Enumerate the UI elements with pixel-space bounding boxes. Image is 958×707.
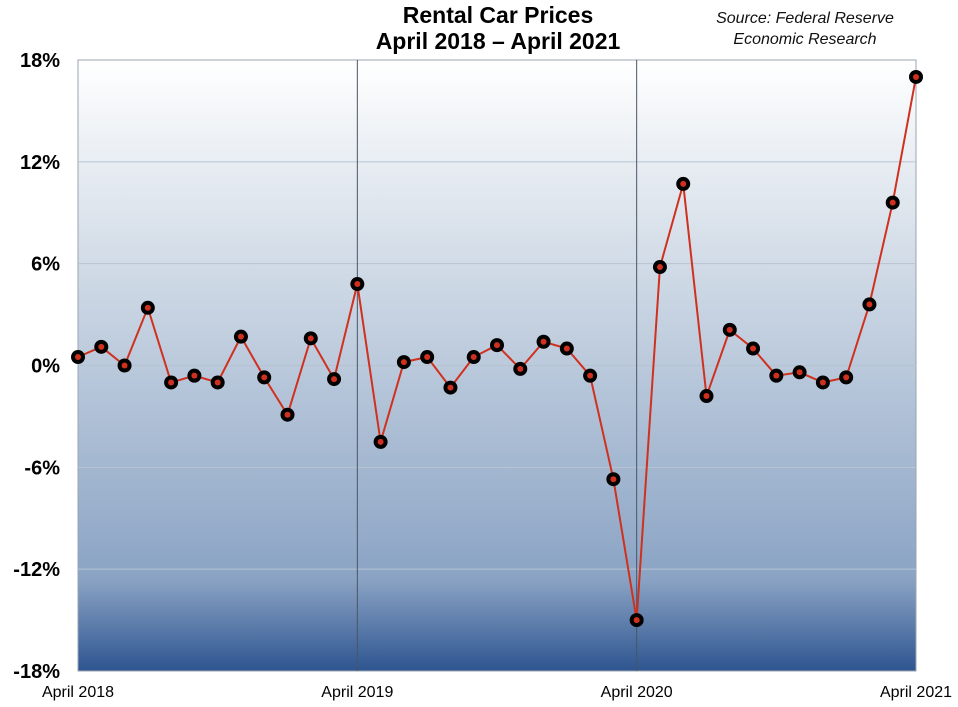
- data-point: [606, 472, 621, 487]
- source-line1: Source: Federal Reserve: [716, 10, 894, 27]
- y-tick-label: 6%: [31, 254, 60, 276]
- source-line2: Economic Research: [733, 31, 877, 48]
- chart-source: Source: Federal Reserve Economic Researc…: [690, 8, 920, 50]
- x-axis-labels: April 2018 April 2019 April 2020 April 2021: [42, 684, 952, 701]
- data-point: [373, 434, 388, 449]
- data-point: [862, 297, 877, 312]
- year-divider-lines: [356, 60, 638, 671]
- data-point: [652, 260, 667, 275]
- data-point: [280, 407, 295, 422]
- data-point: [187, 368, 202, 383]
- y-tick-label: 18%: [20, 50, 60, 72]
- gridlines: [78, 161, 916, 570]
- y-axis-labels: 18% 12% 6% 0% -6% -12% -18%: [13, 50, 60, 683]
- data-point: [140, 300, 155, 315]
- data-point: [350, 277, 365, 292]
- data-point: [94, 339, 109, 354]
- data-point: [559, 341, 574, 356]
- data-point: [699, 389, 714, 404]
- data-point: [746, 341, 761, 356]
- chart-title: Rental Car Prices April 2018 – April 202…: [300, 2, 696, 54]
- data-point: [117, 358, 132, 373]
- data-point: [420, 350, 435, 365]
- data-point: [769, 368, 784, 383]
- data-point: [815, 375, 830, 390]
- data-point: [536, 334, 551, 349]
- x-tick-label: April 2020: [601, 684, 673, 701]
- data-point: [839, 370, 854, 385]
- data-point: [513, 361, 528, 376]
- data-point: [885, 195, 900, 210]
- data-point: [210, 375, 225, 390]
- data-point: [71, 350, 85, 365]
- data-point: [443, 380, 458, 395]
- y-tick-label: 0%: [31, 356, 60, 378]
- data-point: [490, 338, 504, 353]
- data-point: [629, 613, 644, 628]
- data-point-markers: [71, 69, 923, 628]
- x-tick-label: April 2019: [321, 684, 393, 701]
- data-point: [164, 375, 179, 390]
- data-point: [466, 350, 481, 365]
- y-tick-label: -18%: [13, 661, 60, 683]
- data-point: [676, 176, 691, 191]
- chart-title-line2: April 2018 – April 2021: [375, 28, 621, 54]
- data-point: [583, 368, 598, 383]
- y-tick-label: -6%: [24, 457, 60, 479]
- data-point: [327, 372, 342, 387]
- data-point: [303, 331, 318, 346]
- data-point: [396, 355, 411, 370]
- data-point: [792, 365, 807, 380]
- data-point: [233, 329, 248, 344]
- y-tick-label: -12%: [13, 559, 60, 581]
- chart-title-line1: Rental Car Prices: [402, 2, 594, 28]
- x-tick-label: April 2021: [880, 684, 952, 701]
- y-tick-label: 12%: [20, 152, 60, 174]
- data-point: [257, 370, 272, 385]
- x-tick-label: April 2018: [42, 684, 114, 701]
- data-point: [722, 322, 737, 337]
- data-point: [909, 69, 923, 84]
